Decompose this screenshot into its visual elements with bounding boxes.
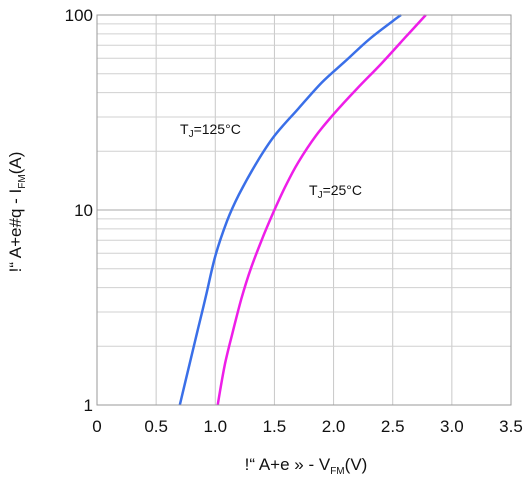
x-axis-title-prefix: !“ A+e » - [245, 455, 319, 474]
x-tick-label: 3.0 [440, 417, 464, 436]
series-label-25c-rest: =25°C [323, 182, 362, 198]
x-tick-label: 2.5 [381, 417, 405, 436]
x-axis-title-sub: FM [330, 466, 344, 477]
series-line-1 [216, 14, 427, 406]
y-axis-title-sub: FM [17, 174, 28, 188]
y-tick-label: 100 [65, 6, 93, 25]
series-layer [178, 13, 427, 406]
series-label-125c-rest: =125°C [194, 121, 241, 137]
y-axis-title-suffix: (A) [6, 152, 25, 175]
y-tick-labels: 1 10 100 [65, 6, 93, 415]
x-axis-title: !“ A+e » - VFM(V) [245, 455, 368, 477]
y-axis-title-prefix: !“ A+e#q - [6, 193, 25, 272]
series-label-125c-sub: J [189, 129, 194, 140]
y-axis-title: !“ A+e#q - IFM(A) [6, 152, 28, 273]
y-tick-label: 1 [84, 396, 93, 415]
x-tick-label: 3.5 [499, 417, 523, 436]
x-tick-label: 2.0 [322, 417, 346, 436]
y-axis-title-main: I [6, 189, 25, 194]
series-label-125c-main: T [180, 121, 189, 137]
series-line-0 [178, 13, 402, 406]
series-label-25c: TJ=25°C [309, 182, 362, 201]
gridlines [97, 15, 511, 405]
x-axis-title-suffix: (V) [345, 455, 368, 474]
series-label-25c-sub: J [318, 190, 323, 201]
x-axis-title-main: V [319, 455, 331, 474]
x-tick-label: 0 [92, 417, 101, 436]
plot-frame [96, 14, 512, 406]
x-tick-label: 0.5 [144, 417, 168, 436]
series-label-25c-main: T [309, 182, 318, 198]
y-tick-label: 10 [74, 201, 93, 220]
x-tick-labels: 0 0.5 1.0 1.5 2.0 2.5 3.0 3.5 [92, 417, 523, 436]
x-tick-label: 1.5 [263, 417, 287, 436]
series-label-125c: TJ=125°C [180, 121, 241, 140]
x-tick-label: 1.0 [203, 417, 227, 436]
